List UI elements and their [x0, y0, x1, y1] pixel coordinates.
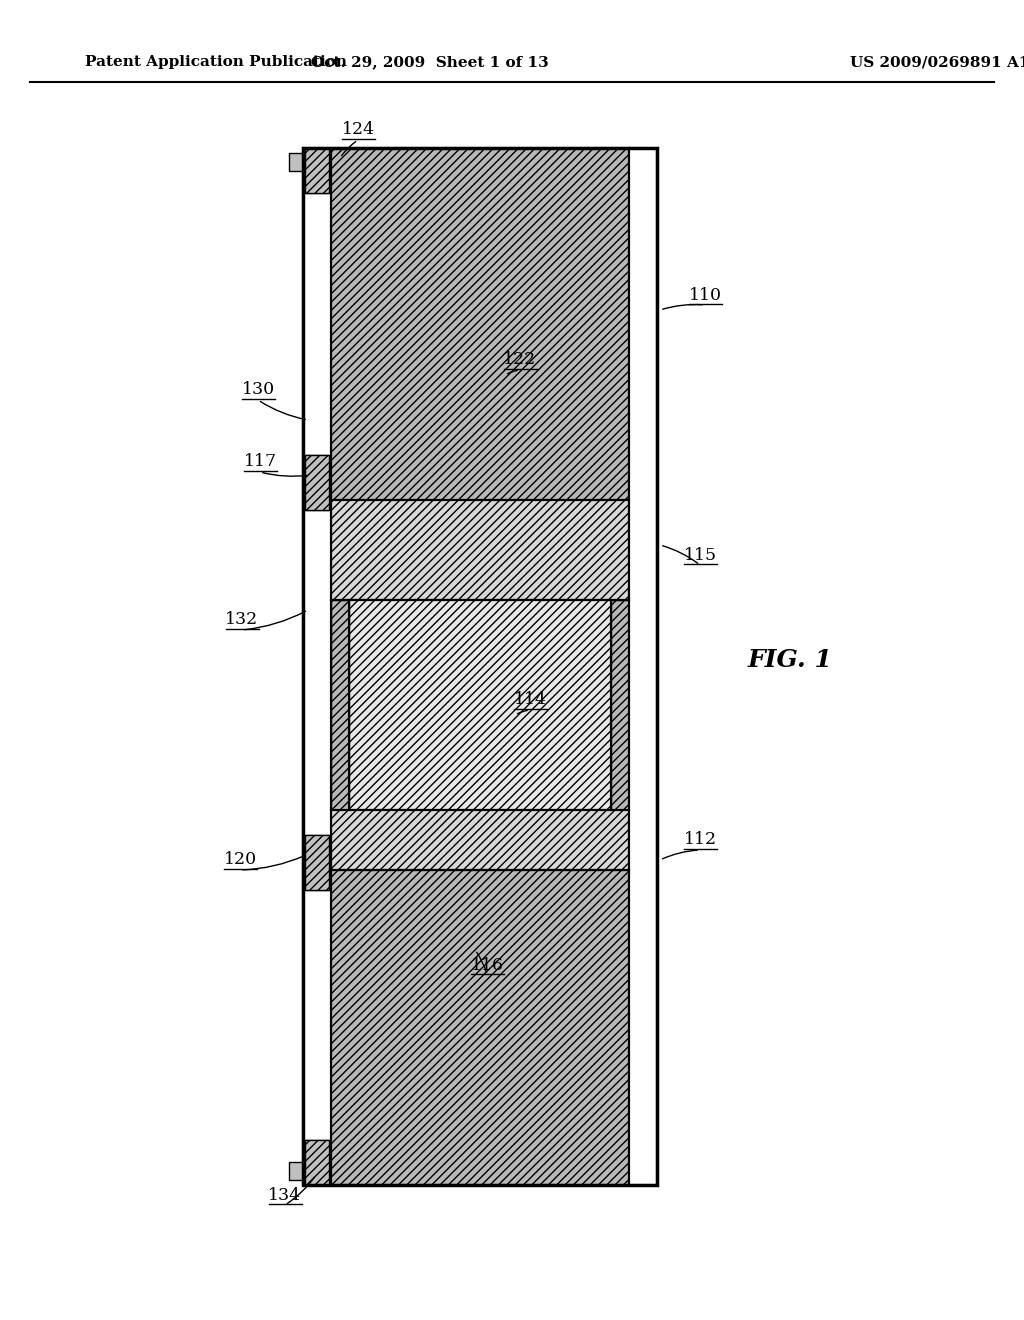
Text: 115: 115: [683, 546, 717, 564]
Text: 116: 116: [470, 957, 504, 974]
Bar: [331, 601, 349, 810]
Text: 132: 132: [225, 611, 259, 628]
Text: 134: 134: [268, 1187, 301, 1204]
Bar: [305, 836, 329, 890]
Text: 117: 117: [244, 454, 276, 470]
Text: FIG. 1: FIG. 1: [748, 648, 833, 672]
Bar: [305, 148, 329, 193]
Text: 122: 122: [504, 351, 537, 368]
Text: US 2009/0269891 A1: US 2009/0269891 A1: [850, 55, 1024, 69]
Text: 120: 120: [223, 851, 257, 869]
Bar: [289, 1162, 303, 1180]
Text: 130: 130: [242, 381, 274, 399]
Bar: [305, 455, 329, 510]
Bar: [305, 455, 329, 510]
Text: Oct. 29, 2009  Sheet 1 of 13: Oct. 29, 2009 Sheet 1 of 13: [311, 55, 549, 69]
Bar: [303, 148, 331, 1185]
Text: 112: 112: [683, 832, 717, 849]
Bar: [305, 1140, 329, 1185]
Text: Patent Application Publication: Patent Application Publication: [85, 55, 347, 69]
Text: 124: 124: [341, 121, 375, 139]
Bar: [349, 601, 611, 810]
Bar: [331, 500, 629, 601]
Bar: [611, 601, 629, 810]
Text: 110: 110: [688, 286, 722, 304]
Bar: [305, 148, 329, 193]
Bar: [331, 810, 629, 870]
Text: 114: 114: [513, 692, 547, 709]
Bar: [303, 148, 657, 1185]
Bar: [331, 870, 629, 1185]
Bar: [305, 1140, 329, 1185]
Bar: [289, 153, 303, 172]
Bar: [331, 148, 629, 500]
Bar: [303, 148, 657, 1185]
Bar: [305, 836, 329, 890]
Bar: [629, 148, 657, 1185]
